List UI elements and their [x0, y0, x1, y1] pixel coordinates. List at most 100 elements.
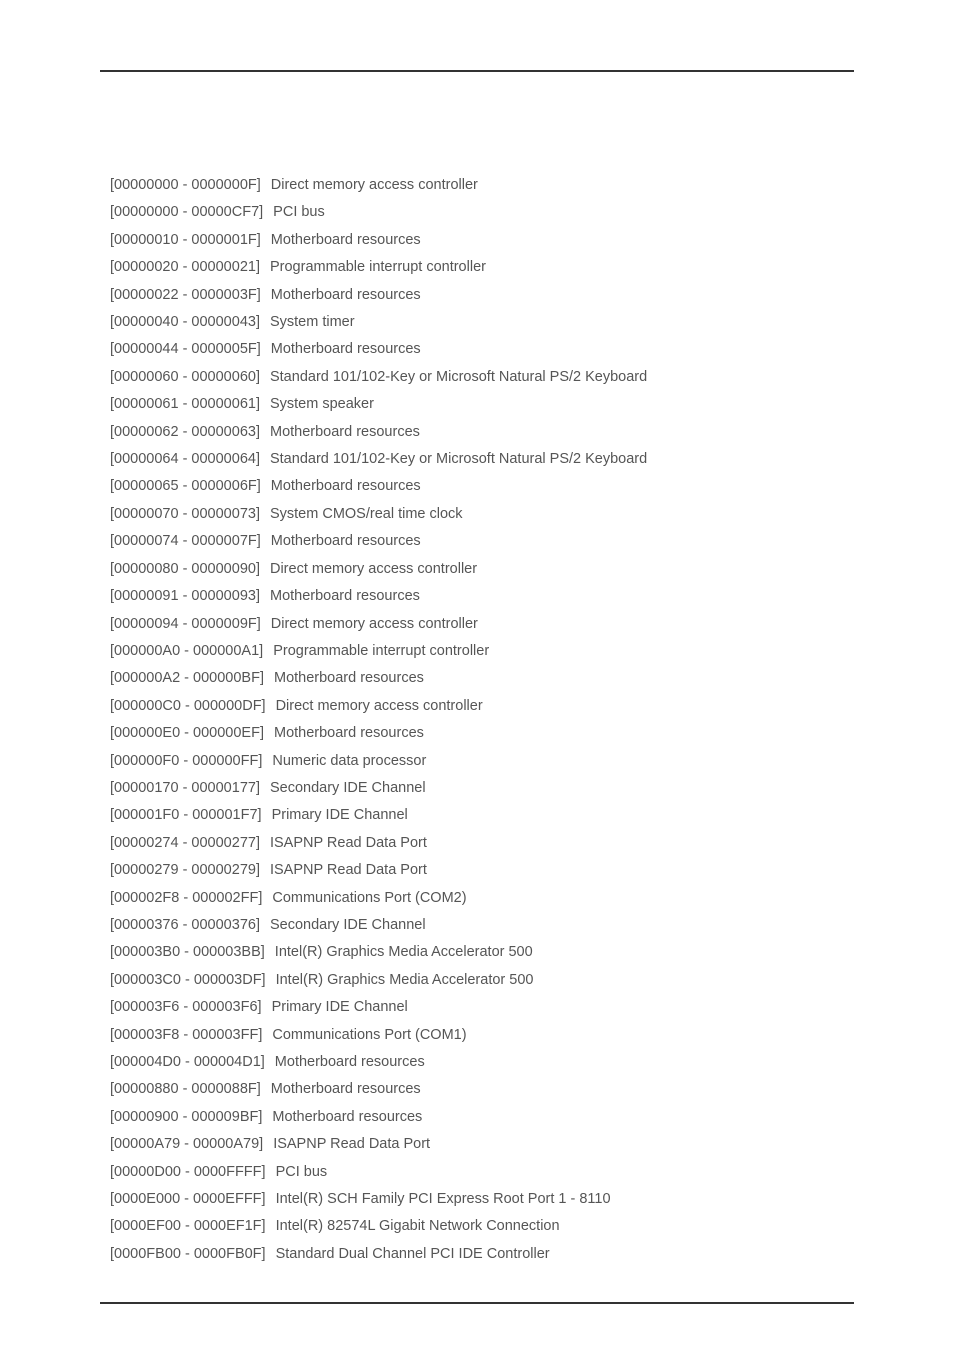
io-range: [00000094 - 0000009F]: [110, 611, 261, 638]
io-range: [00000060 - 00000060]: [110, 364, 260, 391]
io-description: Motherboard resources: [272, 1104, 844, 1131]
io-description: Secondary IDE Channel: [270, 775, 844, 802]
io-row: [00000020 - 00000021]Programmable interr…: [110, 254, 844, 281]
io-row: [00000022 - 0000003F]Motherboard resourc…: [110, 282, 844, 309]
io-row: [00000091 - 00000093] Motherboard resourc…: [110, 583, 844, 610]
io-range: [000000A0 - 000000A1]: [110, 638, 263, 665]
io-range: [00000044 - 0000005F]: [110, 336, 261, 363]
io-range: [00000274 - 00000277]: [110, 830, 260, 857]
io-row: [0000FB00 - 0000FB0F] Standard Dual Chann…: [110, 1241, 844, 1268]
io-row: [00000062 - 00000063] Motherboard resourc…: [110, 419, 844, 446]
io-row: [000003B0 - 000003BB] Intel(R) Graphics M…: [110, 939, 844, 966]
io-range: [0000E000 - 0000EFFF]: [110, 1186, 266, 1213]
io-description: ISAPNP Read Data Port: [273, 1131, 844, 1158]
io-row: [00000040 - 00000043]System timer: [110, 309, 844, 336]
io-range: [00000062 - 00000063]: [110, 419, 260, 446]
io-row: [000003C0 - 000003DF] Intel(R) Graphics M…: [110, 967, 844, 994]
io-row: [000000F0 - 000000FF]Numeric data proces…: [110, 748, 844, 775]
io-range: [00000022 - 0000003F]: [110, 282, 261, 309]
io-description: Intel(R) SCH Family PCI Express Root Por…: [276, 1186, 844, 1213]
io-description: Motherboard resources: [271, 336, 844, 363]
io-range: [000000A2 - 000000BF]: [110, 665, 264, 692]
io-description: Standard Dual Channel PCI IDE Controller: [276, 1241, 844, 1268]
io-range: [00000020 - 00000021]: [110, 254, 260, 281]
io-range: [0000FB00 - 0000FB0F]: [110, 1241, 266, 1268]
io-description: Communications Port (COM1): [272, 1022, 844, 1049]
io-range: [00000080 - 00000090]: [110, 556, 260, 583]
io-row: [00000010 - 0000001F]Motherboard resourc…: [110, 227, 844, 254]
io-description: System speaker: [270, 391, 844, 418]
io-row: [00000060 - 00000060] Standard 101/102-Ke…: [110, 364, 844, 391]
io-range: [00000065 - 0000006F]: [110, 473, 261, 500]
io-range: [000004D0 - 000004D1]: [110, 1049, 265, 1076]
io-range: [00000091 - 00000093]: [110, 583, 260, 610]
io-range: [000003F6 - 000003F6]: [110, 994, 262, 1021]
io-description: Intel(R) 82574L Gigabit Network Connecti…: [276, 1213, 844, 1240]
io-description: ISAPNP Read Data Port: [270, 857, 844, 884]
io-range: [00000376 - 00000376]: [110, 912, 260, 939]
io-description: Primary IDE Channel: [272, 802, 844, 829]
io-row: [0000EF00 - 0000EF1F] Intel(R) 82574L Gig…: [110, 1213, 844, 1240]
io-range: [0000EF00 - 0000EF1F]: [110, 1213, 266, 1240]
io-row: [00000170 - 00000177] Secondary IDE Chann…: [110, 775, 844, 802]
io-row: [000002F8 - 000002FF]Communications Port…: [110, 885, 844, 912]
io-description: Motherboard resources: [271, 473, 844, 500]
io-row: [00000900 - 000009BF]Motherboard resourc…: [110, 1104, 844, 1131]
io-description: ISAPNP Read Data Port: [270, 830, 844, 857]
io-range: [000003C0 - 000003DF]: [110, 967, 266, 994]
io-row: [000004D0 - 000004D1]Motherboard resourc…: [110, 1049, 844, 1076]
io-range: [00000000 - 00000CF7]: [110, 199, 263, 226]
io-description: Motherboard resources: [271, 1076, 844, 1103]
page-bottom-rule: [100, 1302, 854, 1304]
io-row: [000003F8 - 000003FF] Communications Port…: [110, 1022, 844, 1049]
io-description: Motherboard resources: [271, 528, 844, 555]
io-description: Programmable interrupt controller: [273, 638, 844, 665]
io-row: [00000044 - 0000005F] Motherboard resourc…: [110, 336, 844, 363]
io-range: [00000000 - 0000000F]: [110, 172, 261, 199]
io-row: [00000094 - 0000009F] Direct memory acces…: [110, 611, 844, 638]
io-description: Intel(R) Graphics Media Accelerator 500: [276, 967, 844, 994]
io-row: [00000274 - 00000277] ISAPNP Read Data Po…: [110, 830, 844, 857]
io-row: [00000070 - 00000073]System CMOS/real ti…: [110, 501, 844, 528]
io-description: Intel(R) Graphics Media Accelerator 500: [275, 939, 844, 966]
io-row: [00000880 - 0000088F] Motherboard resourc…: [110, 1076, 844, 1103]
io-range: [000002F8 - 000002FF]: [110, 885, 262, 912]
io-row: [000000A2 - 000000BF] Motherboard resourc…: [110, 665, 844, 692]
io-address-list: [00000000 - 0000000F] Direct memory acces…: [110, 172, 844, 1268]
io-range: [00000D00 - 0000FFFF]: [110, 1159, 266, 1186]
io-row: [000000E0 - 000000EF]Motherboard resourc…: [110, 720, 844, 747]
io-description: Motherboard resources: [274, 665, 844, 692]
io-description: Motherboard resources: [270, 583, 844, 610]
io-range: [00000170 - 00000177]: [110, 775, 260, 802]
io-range: [000003B0 - 000003BB]: [110, 939, 265, 966]
io-row: [00000080 - 00000090] Direct memory acces…: [110, 556, 844, 583]
io-range: [00000074 - 0000007F]: [110, 528, 261, 555]
io-row: [00000376 - 00000376] Secondary IDE Chann…: [110, 912, 844, 939]
io-description: PCI bus: [276, 1159, 844, 1186]
io-row: [000003F6 - 000003F6]Primary IDE Channel: [110, 994, 844, 1021]
io-description: Direct memory access controller: [276, 693, 844, 720]
io-row: [00000000 - 00000CF7]PCI bus: [110, 199, 844, 226]
io-description: System CMOS/real time clock: [270, 501, 844, 528]
io-row: [000000C0 - 000000DF]Direct memory acces…: [110, 693, 844, 720]
io-description: Direct memory access controller: [271, 172, 844, 199]
io-range: [000003F8 - 000003FF]: [110, 1022, 262, 1049]
io-description: Standard 101/102-Key or Microsoft Natura…: [270, 364, 844, 391]
io-description: Direct memory access controller: [271, 611, 844, 638]
io-range: [00000064 - 00000064]: [110, 446, 260, 473]
io-row: [00000D00 - 0000FFFF] PCI bus: [110, 1159, 844, 1186]
io-row: [000001F0 - 000001F7]Primary IDE Channel: [110, 802, 844, 829]
io-description: Motherboard resources: [270, 419, 844, 446]
io-row: [0000E000 - 0000EFFF] Intel(R) SCH Family…: [110, 1186, 844, 1213]
io-description: Motherboard resources: [274, 720, 844, 747]
io-range: [00000010 - 0000001F]: [110, 227, 261, 254]
io-description: Secondary IDE Channel: [270, 912, 844, 939]
io-range: [00000061 - 00000061]: [110, 391, 260, 418]
io-range: [00000880 - 0000088F]: [110, 1076, 261, 1103]
io-row: [000000A0 - 000000A1] Programmable interr…: [110, 638, 844, 665]
io-row: [00000064 - 00000064]Standard 101/102-Ke…: [110, 446, 844, 473]
io-row: [00000074 - 0000007F] Motherboard resourc…: [110, 528, 844, 555]
io-description: Numeric data processor: [272, 748, 844, 775]
io-description: System timer: [270, 309, 844, 336]
io-description: Direct memory access controller: [270, 556, 844, 583]
